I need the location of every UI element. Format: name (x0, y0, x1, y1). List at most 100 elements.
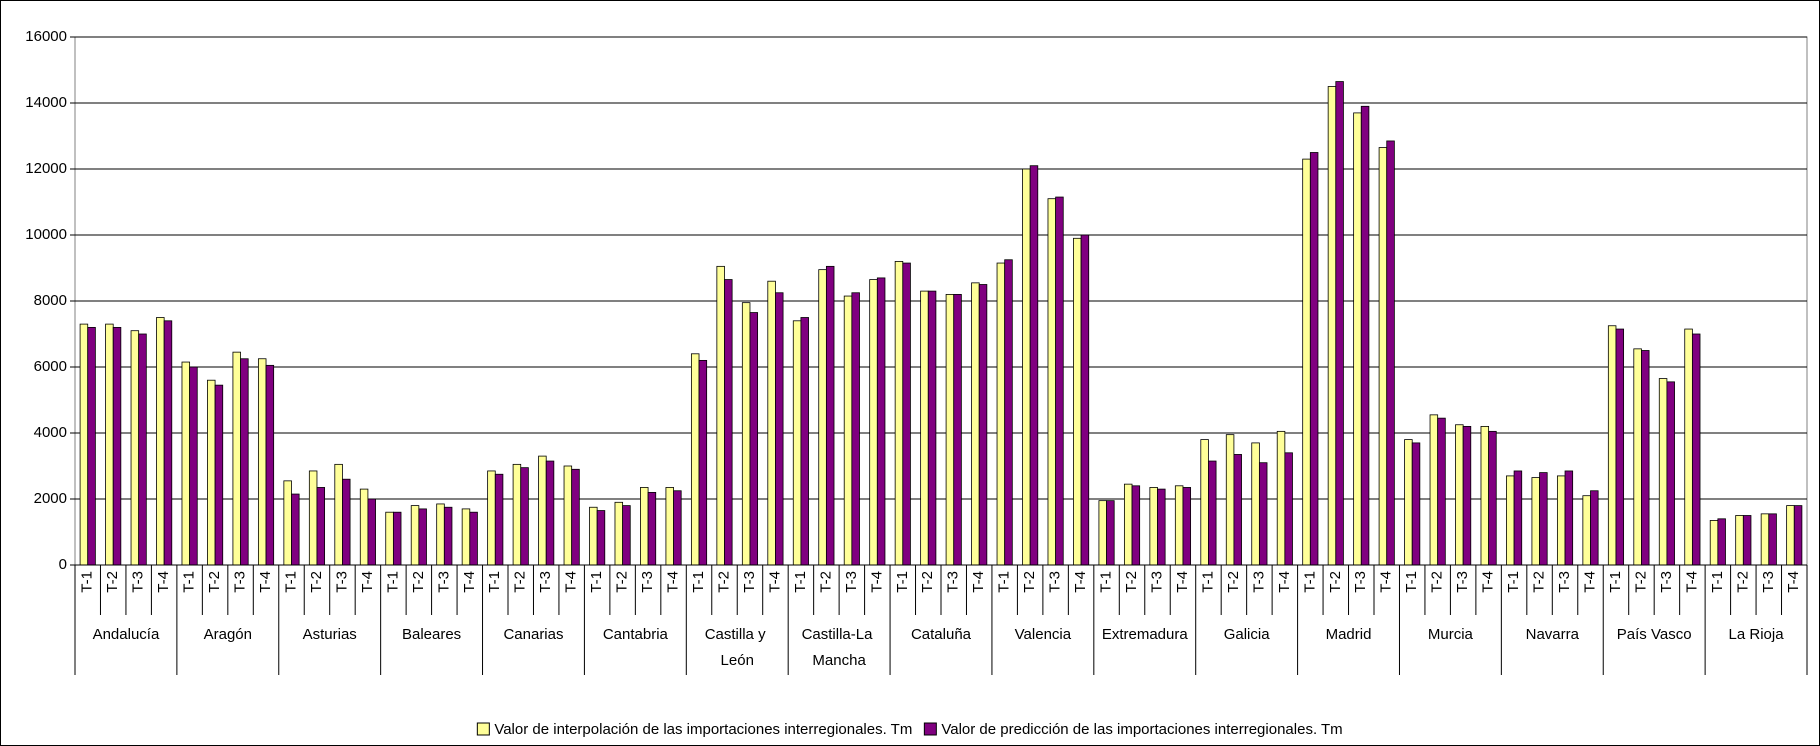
x-tick-label: T-1 (1098, 571, 1115, 593)
bar (673, 490, 682, 566)
group-label: Canarias (503, 626, 563, 643)
x-tick-label: T-2 (715, 571, 732, 593)
bar (359, 488, 369, 566)
x-tick-label: T-1 (588, 571, 605, 593)
x-tick-label: T-3 (1352, 571, 1369, 593)
bar (410, 505, 420, 566)
bar (443, 506, 453, 566)
y-tick-label: 12000 (25, 160, 67, 177)
x-tick-label: T-2 (1734, 571, 1751, 593)
group-label: Cataluña (911, 626, 972, 643)
bar (461, 508, 471, 566)
x-tick-label: T-1 (792, 571, 809, 593)
bar (512, 463, 522, 566)
bar (257, 358, 267, 566)
x-tick-label: T-4 (257, 571, 274, 593)
group-label: Madrid (1326, 626, 1372, 643)
bar (214, 384, 224, 566)
bar (1513, 470, 1523, 566)
bar (945, 293, 955, 566)
x-tick-label: T-3 (1250, 571, 1267, 593)
x-tick-label: T-3 (639, 571, 656, 593)
bar (724, 279, 733, 566)
bar (927, 290, 937, 566)
y-tick-label: 6000 (34, 358, 67, 375)
x-tick-label: T-2 (410, 571, 427, 593)
bar (767, 280, 776, 566)
x-tick-label: T-4 (1072, 571, 1089, 593)
x-tick-label: T-4 (155, 571, 172, 593)
y-tick-label: 14000 (25, 94, 67, 111)
bar (1684, 328, 1693, 566)
bar (1455, 424, 1464, 566)
x-tick-label: T-1 (486, 571, 503, 593)
bar (291, 493, 300, 566)
x-tick-label: T-2 (206, 571, 223, 593)
bar (1378, 147, 1388, 566)
group-label: Navarra (1526, 626, 1580, 643)
legend-label: Valor de interpolación de las importacio… (494, 721, 912, 738)
bar (232, 351, 241, 566)
group-label: Cantabria (603, 626, 669, 643)
bar (1309, 152, 1319, 566)
x-tick-label: T-1 (1505, 571, 1522, 593)
bar (138, 333, 147, 566)
bar (283, 480, 292, 566)
bar (953, 293, 962, 566)
bar (1506, 475, 1515, 566)
bar (563, 465, 573, 566)
x-tick-label: T-1 (384, 571, 401, 593)
x-tick-label: T-2 (1632, 571, 1649, 593)
bar (1488, 430, 1497, 566)
bar (1182, 487, 1192, 566)
bar (1717, 518, 1726, 566)
x-tick-label: T-3 (333, 571, 350, 593)
bar (1022, 168, 1031, 566)
bar (920, 290, 929, 566)
x-tick-label: T-1 (1301, 571, 1318, 593)
bar (1615, 328, 1625, 566)
x-tick-label: T-3 (843, 571, 860, 593)
bar (112, 326, 122, 566)
group-label: Galicia (1224, 626, 1271, 643)
bar (741, 302, 751, 566)
bar (1029, 165, 1039, 566)
bar (1462, 425, 1472, 566)
bar (1251, 442, 1260, 566)
bar (1208, 460, 1217, 566)
x-tick-label: T-3 (1556, 571, 1573, 593)
x-tick-label: T-2 (308, 571, 325, 593)
bar (1174, 485, 1184, 566)
bar (902, 262, 911, 566)
bar (1200, 439, 1209, 566)
x-tick-label: T-1 (690, 571, 707, 593)
bar (818, 269, 827, 566)
x-tick-label: T-2 (1123, 571, 1140, 593)
bar (156, 317, 165, 566)
bar (1335, 81, 1344, 566)
bar (1233, 454, 1242, 566)
bar (87, 326, 96, 566)
bar (163, 320, 173, 566)
bar (1429, 414, 1439, 566)
y-tick-label: 10000 (25, 226, 67, 243)
bar (1658, 378, 1668, 566)
bar (469, 511, 478, 566)
bar (1742, 515, 1752, 566)
x-tick-label: T-2 (1531, 571, 1548, 593)
group-label: Asturias (303, 626, 357, 643)
legend-label: Valor de predicción de las importaciones… (941, 721, 1342, 738)
bar (308, 470, 318, 566)
x-tick-label: T-4 (766, 571, 783, 593)
bar (1793, 505, 1803, 566)
bar (1633, 348, 1642, 566)
bar (181, 361, 191, 566)
x-tick-label: T-1 (1199, 571, 1216, 593)
bar (1564, 470, 1574, 566)
bar (690, 353, 700, 566)
bar (1123, 483, 1133, 566)
x-tick-label: T-4 (970, 571, 987, 593)
x-tick-label: T-1 (996, 571, 1013, 593)
x-tick-label: T-2 (104, 571, 121, 593)
bar (1590, 490, 1599, 566)
